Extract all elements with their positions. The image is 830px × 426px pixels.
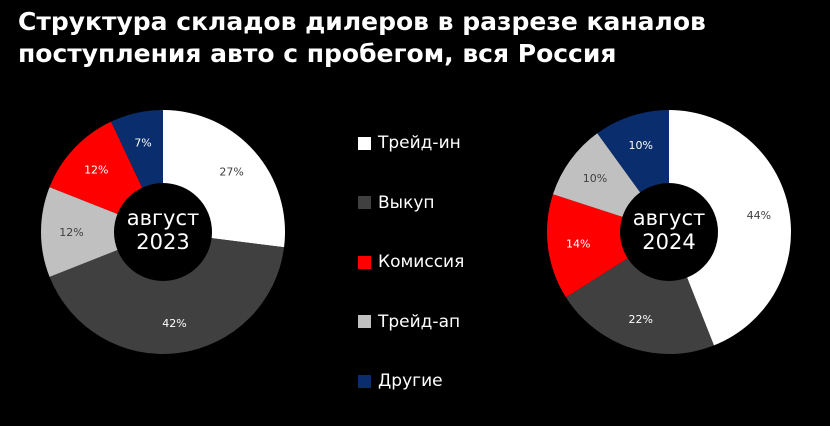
slice-value-label: 22% (628, 313, 652, 326)
donut-hole (620, 183, 718, 281)
slice-value-label: 12% (59, 226, 83, 239)
pie-slice (41, 187, 163, 277)
slice-value-label: 12% (84, 163, 108, 176)
chart-title: Структура складов дилеров в разрезе кана… (18, 7, 706, 68)
donut-hole (114, 183, 212, 281)
charts-canvas: 27%42%12%12%7%август202344%22%14%10%10%а… (41, 110, 791, 354)
donut-center-label: 2023 (136, 230, 189, 254)
legend: Трейд-ин Выкуп Комиссия Трейд-ап Другие (358, 128, 464, 426)
pie-slice (669, 110, 791, 346)
legend-label: Трейд-ин (378, 133, 461, 153)
donut-center-label: 2024 (642, 230, 695, 254)
legend-swatch (358, 196, 371, 209)
legend-item-trade-in: Трейд-ин (358, 128, 464, 158)
slice-value-label: 10% (583, 172, 607, 185)
slice-value-label: 42% (162, 317, 186, 330)
slice-value-label: 10% (628, 139, 652, 152)
donut-center-label: август (127, 206, 200, 230)
pie-slice (547, 194, 669, 298)
legend-label: Трейд-ап (378, 311, 461, 332)
slice-value-label: 27% (219, 165, 243, 178)
legend-item-trade-up: Трейд-ап (358, 307, 464, 337)
pie-slice (49, 232, 285, 354)
legend-item-buyout: Выкуп (358, 188, 464, 218)
slice-value-label: 14% (566, 237, 590, 250)
slice-value-label: 7% (134, 137, 151, 150)
legend-label: Комиссия (378, 252, 465, 272)
slice-value-label: 44% (747, 209, 771, 222)
legend-swatch (358, 136, 371, 150)
legend-swatch (358, 315, 371, 328)
legend-item-commission: Комиссия (358, 247, 464, 277)
legend-label: Выкуп (378, 192, 435, 213)
legend-swatch (358, 374, 371, 388)
legend-item-other: Другие (358, 366, 464, 396)
legend-label: Другие (378, 371, 443, 391)
donut-center-label: август (633, 206, 706, 230)
legend-swatch (358, 255, 371, 269)
